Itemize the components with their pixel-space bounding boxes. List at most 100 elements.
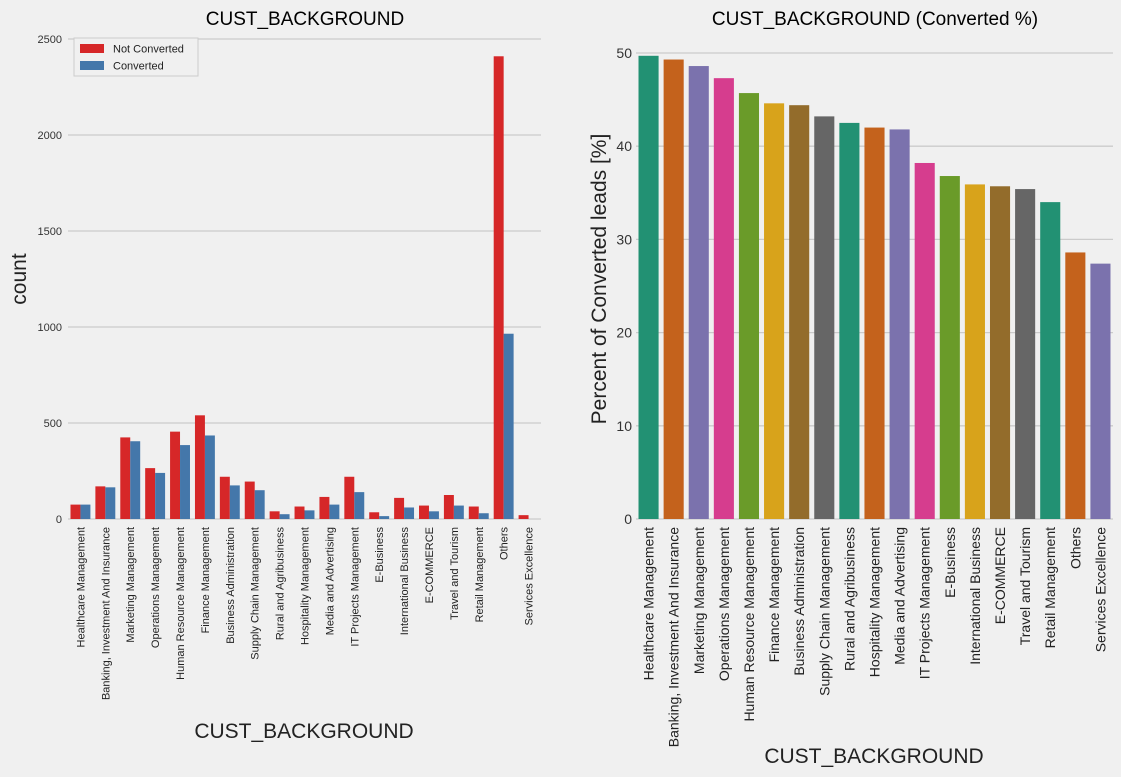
left-category-label: Supply Chain Management bbox=[250, 527, 262, 660]
left-category-label: Others bbox=[499, 527, 511, 561]
bar-not-converted-travel-and-tourism bbox=[443, 495, 454, 519]
right-category-label: Healthcare Management bbox=[641, 527, 657, 680]
right-bars bbox=[638, 55, 1111, 520]
right-x-axis-label: CUST_BACKGROUND bbox=[764, 745, 983, 768]
right-category-label: Services Excellence bbox=[1092, 527, 1108, 652]
bar-not-converted-e-business bbox=[369, 512, 380, 519]
left-y-tick-label: 0 bbox=[56, 514, 62, 526]
right-category-label: E-COMMERCE bbox=[992, 527, 1008, 624]
bar-converted-percent-e-business bbox=[939, 176, 960, 520]
left-y-tick-label: 500 bbox=[44, 418, 62, 430]
bar-converted-travel-and-tourism bbox=[453, 505, 464, 519]
legend-swatch-not-converted bbox=[80, 44, 104, 53]
right-category-label: E-Business bbox=[942, 527, 958, 598]
bar-not-converted-others bbox=[493, 56, 504, 519]
bar-not-converted-international-business bbox=[394, 497, 405, 519]
bar-converted-percent-human-resource-management bbox=[738, 93, 760, 520]
right-y-tick-label: 40 bbox=[616, 138, 632, 154]
left-y-axis-label: count bbox=[8, 253, 31, 305]
bar-not-converted-operations-management bbox=[145, 468, 156, 519]
bar-converted-percent-international-business bbox=[964, 184, 985, 520]
bar-converted-percent-media-and-advertising bbox=[889, 129, 910, 519]
left-category-label: Healthcare Management bbox=[75, 527, 87, 647]
bar-not-converted-finance-management bbox=[194, 415, 205, 519]
right-y-tick-label: 10 bbox=[616, 418, 632, 434]
right-category-label: Supply Chain Management bbox=[816, 527, 832, 696]
bar-not-converted-banking-investment-and-insurance bbox=[95, 486, 106, 519]
left-category-label: Banking, Investment And Insurance bbox=[100, 527, 112, 700]
bar-converted-percent-rural-and-agribusiness bbox=[839, 122, 860, 520]
right-category-label: Rural and Agribusiness bbox=[841, 527, 857, 671]
right-category-label: Others bbox=[1067, 527, 1083, 569]
left-y-tick-label: 1000 bbox=[38, 322, 62, 334]
left-category-label: Human Resource Management bbox=[175, 527, 187, 680]
right-category-label: Human Resource Management bbox=[741, 527, 757, 722]
right-category-label: Retail Management bbox=[1042, 527, 1058, 649]
left-x-axis-label: CUST_BACKGROUND bbox=[194, 720, 413, 743]
right-chart-title: CUST_BACKGROUND (Converted %) bbox=[712, 9, 1038, 30]
bar-not-converted-retail-management bbox=[468, 506, 479, 519]
bar-converted-operations-management bbox=[155, 472, 166, 519]
legend-label-converted: Converted bbox=[113, 61, 164, 73]
bar-converted-percent-finance-management bbox=[764, 103, 785, 519]
bar-converted-rural-and-agribusiness bbox=[279, 514, 290, 519]
left-category-label: Operations Management bbox=[150, 527, 162, 648]
legend-swatch-converted bbox=[80, 61, 104, 70]
bar-converted-business-administration bbox=[229, 485, 240, 519]
left-category-label: Finance Management bbox=[200, 527, 212, 633]
bar-converted-marketing-management bbox=[130, 441, 141, 519]
left-category-label: Business Administration bbox=[225, 527, 237, 644]
left-category-label: Media and Advertising bbox=[324, 527, 336, 635]
bar-not-converted-e-commerce bbox=[419, 505, 429, 519]
right-category-label: IT Projects Management bbox=[917, 527, 933, 679]
bar-converted-percent-banking-investment-and-insurance bbox=[663, 59, 684, 520]
left-y-ticks: 0 500 1000 1500 2000 2500 bbox=[38, 34, 62, 526]
bar-converted-percent-retail-management bbox=[1040, 202, 1061, 519]
bar-converted-percent-travel-and-tourism bbox=[1015, 189, 1036, 519]
right-category-label: International Business bbox=[967, 527, 983, 665]
right-category-label: Finance Management bbox=[766, 527, 782, 663]
bar-not-converted-human-resource-management bbox=[170, 431, 181, 519]
right-category-labels: Healthcare Management Banking, Investment… bbox=[641, 527, 1109, 747]
bar-not-converted-services-excellence bbox=[518, 515, 529, 519]
bar-not-converted-business-administration bbox=[219, 476, 230, 519]
right-y-tick-label: 30 bbox=[616, 231, 632, 247]
left-y-tick-label: 2000 bbox=[38, 130, 62, 142]
bar-not-converted-healthcare-management bbox=[70, 504, 81, 519]
left-count-chart: CUST_BACKGROUND 0 500 1000 1500 2000 2500 Hea… bbox=[8, 9, 541, 743]
right-percent-chart: CUST_BACKGROUND (Converted %) 0 10 20 30 40 5… bbox=[588, 9, 1113, 768]
bar-converted-banking-investment-and-insurance bbox=[105, 487, 116, 519]
bar-not-converted-media-and-advertising bbox=[319, 496, 330, 519]
left-category-label: Rural and Agribusiness bbox=[275, 527, 287, 641]
left-bars bbox=[70, 56, 529, 519]
bar-not-converted-it-projects-management bbox=[344, 476, 355, 519]
right-category-label: Marketing Management bbox=[691, 527, 707, 674]
left-category-label: E-COMMERCE bbox=[424, 527, 436, 603]
left-category-label: Services Excellence bbox=[524, 527, 536, 625]
left-category-label: International Business bbox=[399, 527, 411, 636]
right-y-axis-label: Percent of Converted leads [%] bbox=[588, 134, 611, 425]
bar-converted-percent-others bbox=[1065, 252, 1086, 519]
bar-converted-media-and-advertising bbox=[329, 504, 340, 519]
bar-converted-healthcare-management bbox=[80, 504, 91, 519]
legend-label-not-converted: Not Converted bbox=[113, 44, 184, 56]
left-category-labels: Healthcare Management Banking, Investment… bbox=[75, 527, 535, 701]
left-category-label: Retail Management bbox=[474, 527, 486, 622]
bar-not-converted-hospitality-management bbox=[294, 506, 305, 519]
right-category-label: Business Administration bbox=[791, 527, 807, 676]
bar-not-converted-rural-and-agribusiness bbox=[269, 511, 280, 519]
right-y-tick-label: 0 bbox=[624, 511, 632, 527]
right-y-tick-label: 20 bbox=[616, 325, 632, 341]
right-category-label: Hospitality Management bbox=[867, 527, 883, 677]
bar-converted-it-projects-management bbox=[354, 492, 365, 519]
bar-converted-human-resource-management bbox=[180, 445, 190, 519]
bar-converted-e-business bbox=[379, 516, 390, 519]
bar-converted-finance-management bbox=[204, 435, 215, 519]
left-category-label: E-Business bbox=[374, 527, 386, 583]
left-category-label: Marketing Management bbox=[125, 527, 137, 643]
left-chart-title: CUST_BACKGROUND bbox=[206, 9, 404, 30]
bar-converted-percent-operations-management bbox=[713, 78, 734, 519]
bar-not-converted-marketing-management bbox=[120, 437, 131, 519]
left-category-label: IT Projects Management bbox=[349, 527, 361, 647]
